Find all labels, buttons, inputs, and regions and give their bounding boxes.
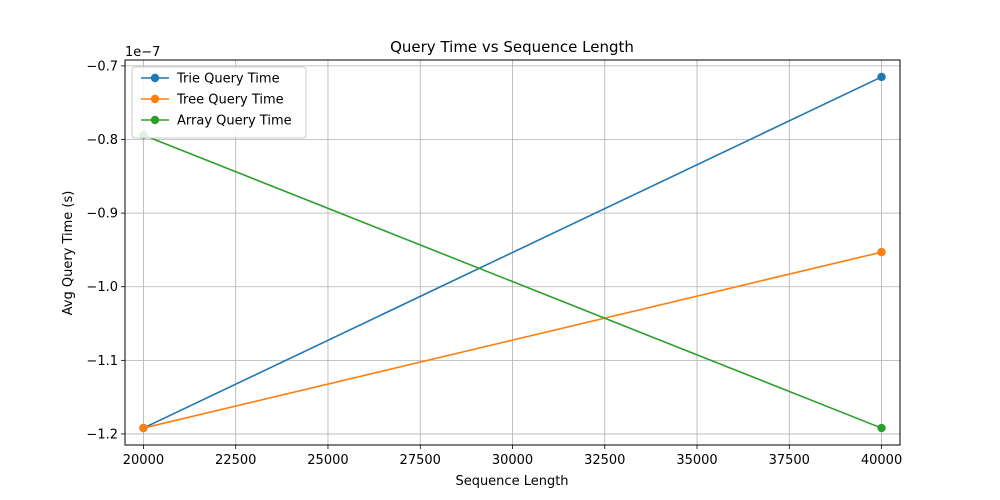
x-tick-label: 37500 — [769, 453, 810, 468]
y-axis-label: Avg Query Time (s) — [61, 191, 76, 316]
series-line-1 — [143, 76, 882, 429]
x-tick-label: 40000 — [861, 453, 902, 468]
legend-marker-2 — [150, 94, 160, 104]
y-offset-text: 1e−7 — [125, 45, 160, 60]
x-tick-label: 20000 — [123, 453, 164, 468]
y-tick-label: −1.1 — [86, 354, 118, 369]
y-tick-label: −1.0 — [86, 280, 118, 295]
series-line-2 — [143, 251, 882, 429]
legend-marker-1 — [150, 73, 160, 83]
grid — [125, 60, 900, 445]
x-tick-label: 25000 — [307, 453, 348, 468]
legend-box — [131, 66, 307, 139]
x-tick-label: 35000 — [676, 453, 717, 468]
x-tick-label: 32500 — [584, 453, 625, 468]
series-point-2 — [139, 423, 148, 433]
legend-label-2: Tree Query Time — [176, 93, 284, 108]
y-tick-label: −0.7 — [86, 59, 118, 74]
series-point-1 — [877, 72, 886, 82]
x-tick-label: 27500 — [400, 453, 441, 468]
ticks: 20000 22500 25000 27500 30000 32500 35000 37500… — [86, 59, 902, 468]
series-line-3 — [143, 134, 882, 429]
legend-label-1: Trie Query Time — [176, 72, 280, 87]
y-tick-label: −1.2 — [86, 427, 118, 442]
legend-marker-3 — [150, 115, 160, 125]
x-axis-label: Sequence Length — [455, 474, 568, 489]
legend-label-3: Array Query Time — [177, 114, 292, 129]
legend: Trie Query Time Tree Query Time Array Quer… — [131, 66, 307, 139]
y-tick-label: −0.9 — [86, 207, 118, 222]
series-point-3 — [877, 423, 886, 433]
chart-title: Query Time vs Sequence Length — [390, 38, 634, 56]
series-point-2 — [877, 247, 886, 257]
x-tick-label: 30000 — [492, 453, 533, 468]
y-tick-label: −0.8 — [86, 133, 118, 148]
x-tick-label: 22500 — [215, 453, 256, 468]
